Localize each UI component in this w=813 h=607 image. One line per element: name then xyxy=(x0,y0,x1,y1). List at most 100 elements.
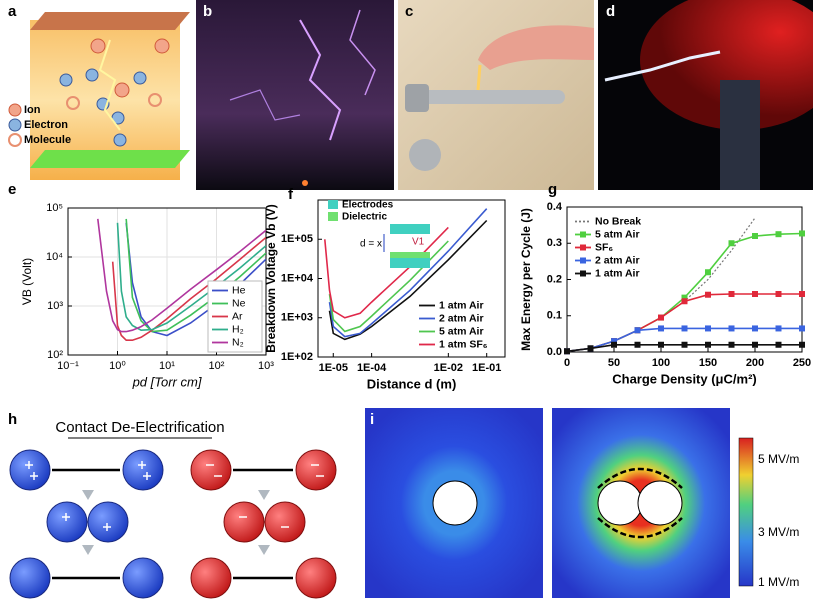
x-tick-label: 200 xyxy=(746,357,764,369)
inset-electrode xyxy=(390,224,430,234)
x-axis-label: pd [Torr cm] xyxy=(132,374,202,389)
plot-frame xyxy=(566,206,803,353)
colorbar-label: 5 MV/m xyxy=(758,452,799,466)
panel-label: h xyxy=(8,411,17,428)
panel-label: c xyxy=(405,3,413,20)
panel-a-diagram xyxy=(8,12,190,180)
legend-label: Ion xyxy=(24,104,41,116)
x-axis-label: Charge Density (μC/m²) xyxy=(612,371,756,386)
x-tick-label: 1E-01 xyxy=(472,362,501,374)
x-axis-label: Distance d (m) xyxy=(367,376,457,391)
x-tick-label: 10¹ xyxy=(159,360,175,372)
series-line xyxy=(328,240,449,333)
inset-dielectric xyxy=(390,252,430,258)
x-tick-label: 150 xyxy=(699,357,717,369)
inset-electrode xyxy=(390,258,430,268)
y-tick-label: 1E+03 xyxy=(281,312,313,324)
annotation: V1 xyxy=(412,237,425,248)
annotation: Electrodes xyxy=(342,200,394,211)
legend-label: 1 atm Air xyxy=(439,299,484,311)
legend-label: 1 atm Air xyxy=(595,267,640,279)
legend-label: Ne xyxy=(232,297,246,309)
panel-c-photo xyxy=(398,0,594,190)
data-marker xyxy=(799,291,805,297)
legend-marker xyxy=(580,231,586,238)
data-marker xyxy=(564,348,570,355)
diagram-title: Contact De-Electrification xyxy=(55,419,224,436)
series-line xyxy=(116,222,266,332)
y-tick-label: 0.1 xyxy=(547,310,562,322)
panel-label: f xyxy=(288,186,294,203)
annotation: Dielectric xyxy=(342,212,387,223)
data-marker xyxy=(775,325,782,332)
x-tick-label: 10⁰ xyxy=(109,360,126,372)
colorbar-label: 1 MV/m xyxy=(758,575,799,589)
legend-label: No Break xyxy=(595,215,641,227)
panel-label: a xyxy=(8,3,17,20)
data-marker xyxy=(799,230,805,237)
annotation: d = x xyxy=(360,239,382,250)
x-tick-label: 10² xyxy=(209,360,225,372)
legend-marker xyxy=(580,270,586,277)
data-marker xyxy=(799,341,805,348)
data-marker xyxy=(728,291,735,297)
data-marker xyxy=(752,291,758,297)
x-tick-label: 10³ xyxy=(258,360,274,372)
y-tick-label: 1E+02 xyxy=(281,351,313,363)
panel-h-diagram xyxy=(9,437,337,599)
y-tick-label: 10³ xyxy=(47,300,63,312)
inset-swatch xyxy=(328,212,338,221)
data-marker xyxy=(705,325,711,332)
legend-label: Molecule xyxy=(24,134,71,146)
data-marker xyxy=(658,341,664,348)
data-marker xyxy=(799,325,805,332)
plot-frame xyxy=(67,207,267,356)
x-tick-label: 50 xyxy=(608,357,620,369)
legend-label: SF₆ xyxy=(595,241,613,253)
legend-label: He xyxy=(232,284,246,296)
y-tick-label: 0.2 xyxy=(547,273,562,285)
x-tick-label: 1E-02 xyxy=(434,362,463,374)
x-tick-label: 0 xyxy=(564,357,570,369)
data-marker xyxy=(705,269,711,276)
legend-label: 5 atm Air xyxy=(439,325,484,337)
x-tick-label: 250 xyxy=(793,357,811,369)
data-marker xyxy=(775,341,782,348)
y-tick-label: 0.4 xyxy=(547,201,563,213)
panel-label: i xyxy=(370,411,374,428)
y-tick-label: 0.0 xyxy=(547,346,562,358)
panel-label: d xyxy=(606,3,615,20)
series-line xyxy=(328,219,488,341)
legend-marker xyxy=(580,257,586,264)
data-marker xyxy=(705,341,711,348)
data-marker xyxy=(681,341,688,348)
legend-marker xyxy=(580,244,586,251)
x-tick-label: 100 xyxy=(652,357,670,369)
data-marker xyxy=(775,291,782,297)
data-marker xyxy=(681,325,688,332)
panel-b-photo xyxy=(196,0,394,190)
data-marker xyxy=(681,294,688,301)
legend-label: 5 atm Air xyxy=(595,228,640,240)
x-tick-label: 10⁻¹ xyxy=(57,360,79,372)
data-marker xyxy=(728,240,735,247)
legend-label: Electron xyxy=(24,119,68,131)
data-marker xyxy=(611,338,617,345)
legend-label: 1 atm SF₆ xyxy=(439,338,488,350)
series-line xyxy=(328,208,488,338)
data-marker xyxy=(705,291,711,298)
y-axis-label: Breakdown Voltage Vb (V) xyxy=(264,204,278,352)
y-tick-label: 0.3 xyxy=(547,237,562,249)
colorbar-label: 3 MV/m xyxy=(758,525,799,539)
inset-swatch xyxy=(328,200,338,209)
data-marker xyxy=(752,341,758,348)
y-tick-label: 10⁵ xyxy=(46,202,63,214)
data-marker xyxy=(728,341,735,348)
x-tick-label: 1E-04 xyxy=(357,362,387,374)
plot-frame xyxy=(317,199,506,358)
legend-label: 2 atm Air xyxy=(439,312,484,324)
data-marker xyxy=(752,325,758,332)
y-tick-label: 10⁴ xyxy=(46,251,63,263)
legend-label: 2 atm Air xyxy=(595,254,640,266)
